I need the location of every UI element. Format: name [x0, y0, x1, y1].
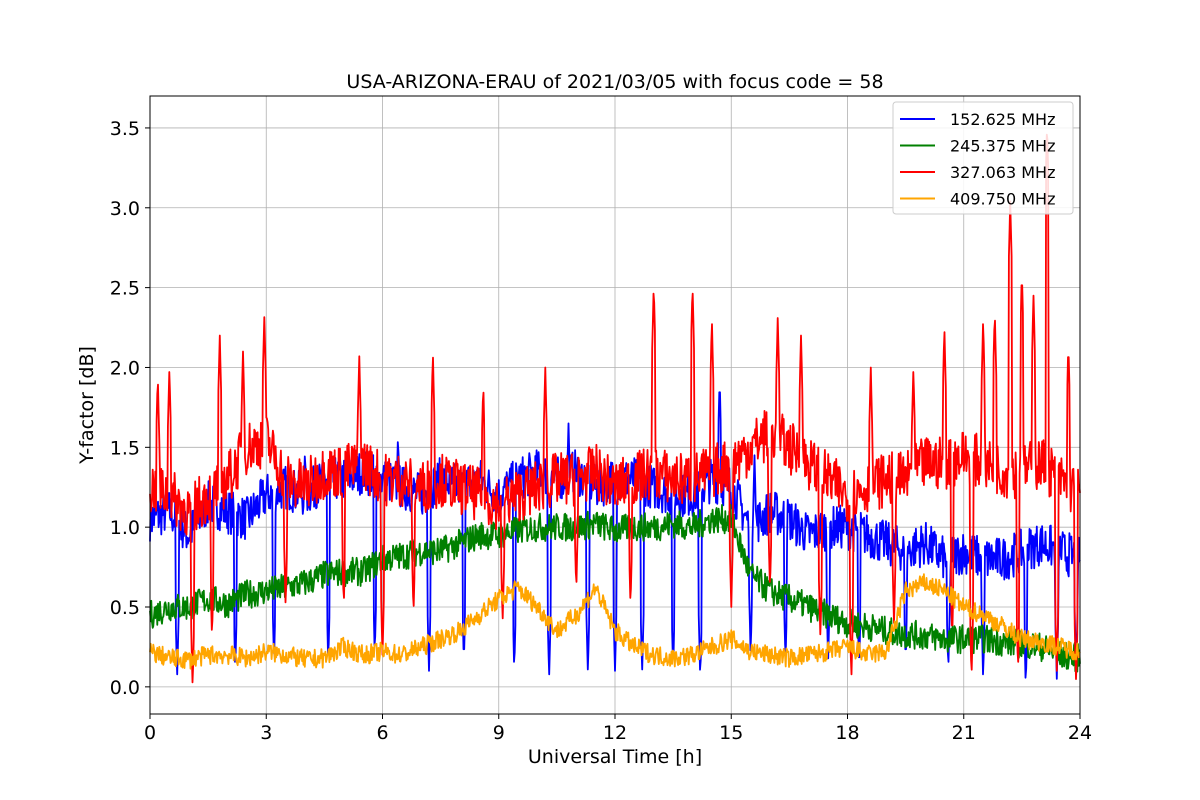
legend-label: 245.375 MHz: [950, 137, 1055, 156]
legend: 152.625 MHz 245.375 MHz 327.063 MHz 409.750…: [892, 101, 1074, 215]
series-line: [149, 133, 1081, 684]
x-tick-label: 15: [719, 722, 743, 744]
y-axis: 0.0 0.5 1.0 1.5 2.0 2.5 3.0 3.5: [110, 118, 150, 699]
chart-title: USA-ARIZONA-ERAU of 2021/03/05 with focu…: [346, 71, 883, 93]
y-tick-label: 2.5: [110, 278, 140, 300]
y-tick-label: 1.0: [110, 517, 140, 539]
y-axis-label: Y-factor [dB]: [76, 346, 98, 465]
x-tick-label: 9: [493, 722, 505, 744]
x-axis-label: Universal Time [h]: [528, 746, 702, 768]
legend-label: 409.750 MHz: [950, 190, 1055, 209]
y-tick-label: 1.5: [110, 437, 140, 459]
y-tick-label: 3.5: [110, 118, 140, 140]
x-tick-label: 6: [376, 722, 388, 744]
series-line: [149, 391, 1081, 680]
y-tick-label: 0.5: [110, 597, 140, 619]
legend-label: 327.063 MHz: [950, 163, 1055, 182]
x-tick-label: 12: [603, 722, 627, 744]
series-line: [149, 503, 1081, 673]
x-tick-label: 18: [835, 722, 859, 744]
y-tick-label: 0.0: [110, 677, 140, 699]
series-line: [149, 573, 1081, 670]
x-tick-label: 3: [260, 722, 272, 744]
x-tick-label: 0: [144, 722, 156, 744]
y-tick-label: 2.0: [110, 357, 140, 379]
x-tick-label: 21: [952, 722, 976, 744]
legend-box: [892, 101, 1074, 215]
y-tick-label: 3.0: [110, 198, 140, 220]
x-tick-label: 24: [1068, 722, 1092, 744]
legend-label: 152.625 MHz: [950, 110, 1055, 129]
x-axis: 0 3 6 9 12 15 18 21 24: [144, 714, 1092, 744]
plot-area: [149, 133, 1081, 684]
